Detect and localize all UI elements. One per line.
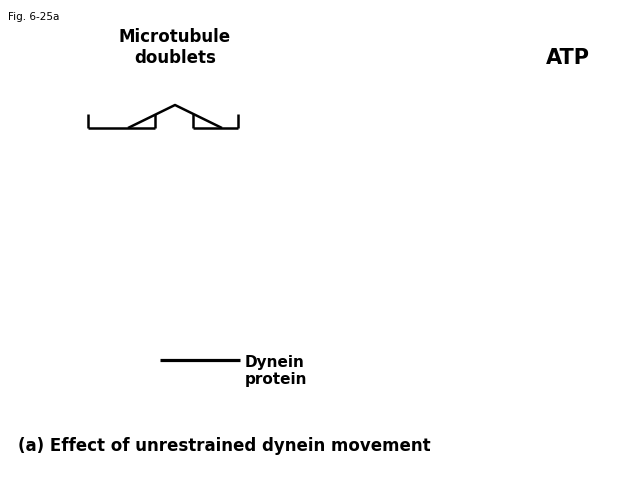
Text: ATP: ATP: [546, 48, 590, 68]
Text: (a) Effect of unrestrained dynein movement: (a) Effect of unrestrained dynein moveme…: [18, 437, 431, 455]
Text: Microtubule
doublets: Microtubule doublets: [119, 28, 231, 67]
Text: Fig. 6-25a: Fig. 6-25a: [8, 12, 60, 22]
Text: Dynein
protein: Dynein protein: [245, 355, 307, 387]
